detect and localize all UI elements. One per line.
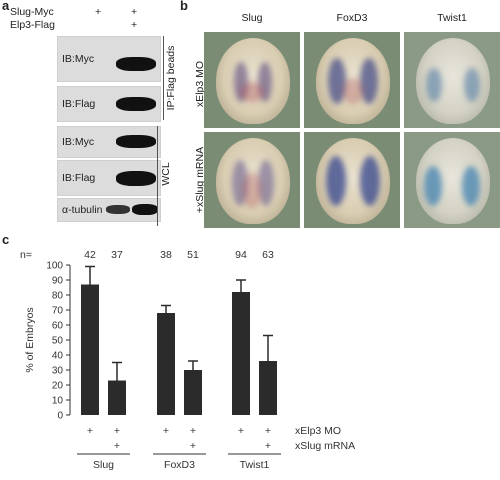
slug-myc-label: Slug-Myc [10,6,54,18]
y-tick-label: 90 [52,276,64,287]
n-value: 42 [84,249,96,261]
stain [462,166,480,206]
stain [242,172,262,208]
col-slug: Slug [241,12,263,24]
stain [328,58,346,104]
y-tick-label: 70 [52,306,64,317]
stain [360,58,378,104]
col-foxd3: FoxD3 [336,12,368,24]
y-tick-label: 0 [57,411,63,422]
mo-mark: + [87,425,93,437]
wcl-group-label: WCL [160,162,172,186]
blot-ip-myc: IB:Myc [57,36,161,82]
bar-foxd3-rescue [184,370,202,415]
bar-foxd3-mo [157,313,175,415]
blot-label: IB:Myc [62,53,95,65]
n-value: 38 [160,249,172,261]
bar-twist1-rescue [259,361,277,415]
mo-mark: + [190,425,196,437]
y-tick-label: 60 [52,321,64,332]
embryo-foxd3-mo [304,32,400,128]
bar-slug-mo [81,284,99,415]
ip-group-label: IP:Flag beads [165,45,177,111]
lane2-slug-mark: + [131,6,138,18]
embryo-twist1-mo [404,32,500,128]
blot-wcl-flag: IB:Flag [57,160,161,196]
stain [232,160,248,206]
embryo-slug-mo [204,32,300,128]
blot-label: IB:Flag [62,98,96,110]
band [116,97,156,111]
stain [258,62,272,102]
embryo-twist1-rescue [404,132,500,228]
panel-c-letter: c [2,232,10,247]
band [116,57,156,71]
n-value: 63 [262,249,274,261]
panel-a-letter: a [2,0,10,13]
embryo-body [216,138,290,224]
stain [240,82,264,102]
group-label-foxd3: FoxD3 [164,459,195,471]
mo-mark: + [163,425,169,437]
y-tick-label: 20 [52,381,64,392]
n-value: 94 [235,249,247,261]
embryo-foxd3-rescue [304,132,400,228]
col-twist1: Twist1 [437,12,467,24]
group-label-slug: Slug [93,459,114,471]
stain [258,160,274,206]
blot-ip-flag: IB:Flag [57,86,161,122]
blot-tubulin: α-tubulin [57,198,161,222]
mrna-mark: + [190,440,196,452]
blot-wcl-myc: IB:Myc [57,126,161,158]
band [116,135,156,148]
band [132,204,158,215]
band [116,171,156,186]
mo-mark: + [265,425,271,437]
n-value: 37 [111,249,123,261]
stain [360,156,380,206]
blot-label: IB:Myc [62,136,95,148]
ip-bracket [163,36,164,120]
lane2-elp3-mark: + [131,19,138,31]
condition-mrna-label: xSlug mRNA [295,440,355,452]
blot-label: α-tubulin [62,204,103,216]
group-label-twist1: Twist1 [240,459,270,471]
mo-mark: + [238,425,244,437]
n-value: 51 [187,249,199,261]
blot-label: IB:Flag [62,172,96,184]
stain [424,166,442,206]
stain [342,78,364,104]
y-axis-label: % of Embryos [24,307,36,372]
condition-mo-label: xElp3 MO [295,425,341,437]
stain [326,156,346,206]
panel-b-letter: b [180,0,188,13]
mrna-mark: + [265,440,271,452]
wcl-bracket [157,126,158,226]
bar-slug-rescue [108,380,126,415]
y-tick-label: 30 [52,366,64,377]
embryo-slug-rescue [204,132,300,228]
n-label: n= [20,249,32,261]
band [106,205,130,214]
stain [464,68,480,102]
bar-twist1-mo [232,292,250,415]
mrna-mark: + [114,440,120,452]
y-tick-label: 100 [46,261,63,272]
bar-chart: 0 10 20 30 40 50 60 70 80 90 100 % of Embryos n= 42 +3… [20,249,355,471]
stain [234,62,248,102]
y-tick-label: 40 [52,351,64,362]
y-tick-label: 50 [52,336,64,347]
stain [426,68,442,102]
embryo-body [216,38,290,124]
lane1-slug-mark: + [95,6,102,18]
elp3-flag-label: Elp3-Flag [10,19,55,31]
y-tick-label: 80 [52,291,64,302]
y-tick-label: 10 [52,396,64,407]
mo-mark: + [114,425,120,437]
